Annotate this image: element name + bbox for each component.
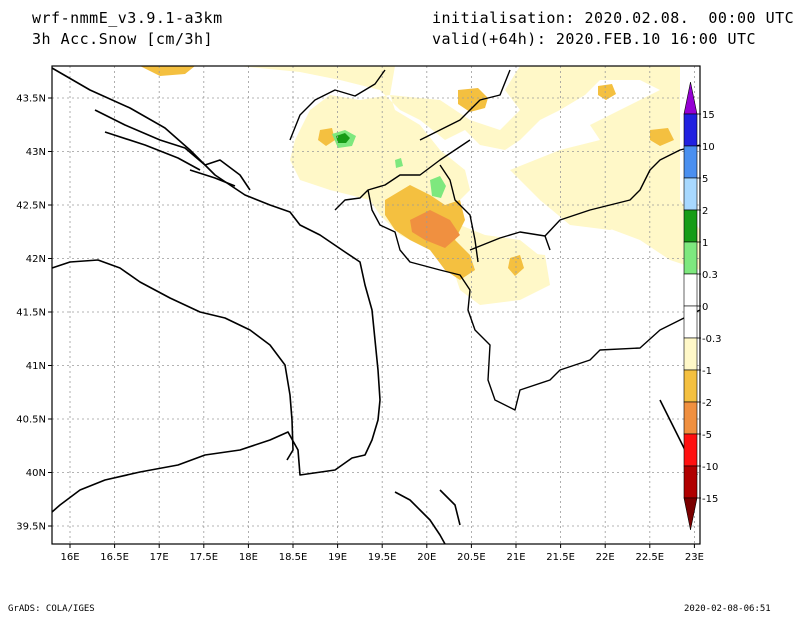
- lon-label: 23E: [685, 552, 704, 563]
- lat-label: 39.5N: [16, 522, 46, 533]
- colorbar-label: -15: [702, 494, 718, 505]
- lon-label: 18E: [239, 552, 258, 563]
- lon-label: 17E: [150, 552, 169, 563]
- lat-label: 41N: [26, 361, 46, 372]
- init-time: initialisation: 2020.02.08. 00:00 UTC: [432, 9, 795, 27]
- latitude-labels: 43.5N 43N 42.5N 42N 41.5N 41N 40.5N 40N 39.5N: [16, 94, 52, 533]
- longitude-labels: 16E 16.5E 17E 17.5E 18E 18.5E 19E 19.5E 20E 20.5E…: [60, 544, 704, 563]
- lat-label: 43.5N: [16, 94, 46, 105]
- map-frame: [51, 65, 701, 545]
- coastlines: [51, 67, 698, 545]
- colorbar-label: 0: [702, 302, 708, 313]
- colorbar-segment: [683, 465, 698, 499]
- colorbar-segment: [683, 241, 698, 275]
- lon-label: 22.5E: [636, 552, 665, 563]
- colorbar-segment: [683, 113, 698, 147]
- lon-label: 20.5E: [457, 552, 486, 563]
- lon-label: 21E: [506, 552, 525, 563]
- field-name: 3h Acc.Snow [cm/3h]: [32, 30, 214, 48]
- colorbar-segment: [683, 145, 698, 179]
- colorbar-segment: [683, 273, 698, 307]
- colorbar-label: -2: [702, 398, 712, 409]
- lon-label: 19.5E: [368, 552, 397, 563]
- lat-label: 43N: [26, 147, 46, 158]
- footer-right: 2020-02-08-06:51: [684, 604, 771, 614]
- lon-label: 21.5E: [546, 552, 575, 563]
- lat-label: 40.5N: [16, 415, 46, 426]
- lon-label: 16.5E: [100, 552, 129, 563]
- colorbar-label: 0.3: [702, 270, 718, 281]
- colorbar-label: 2: [702, 206, 708, 217]
- colorbar-label: 5: [702, 174, 708, 185]
- lat-label: 41.5N: [16, 308, 46, 319]
- colorbar-label: 10: [702, 142, 715, 153]
- colorbar-label: -5: [702, 430, 712, 441]
- colorbar-segment: [683, 177, 698, 211]
- lon-label: 17.5E: [190, 552, 219, 563]
- snow-shading: [140, 66, 700, 305]
- colorbar-bottom-arrow: [683, 497, 698, 531]
- colorbar-label: 1: [702, 238, 708, 249]
- graticule: [52, 66, 700, 544]
- colorbar: 15 10 5 2 1 0.3 0 -0.3 -1 -2 -5 -10 -15: [683, 81, 722, 531]
- colorbar-segment: [683, 305, 698, 339]
- lat-label: 40N: [26, 468, 46, 479]
- lat-label: 42N: [26, 254, 46, 265]
- lat-label: 42.5N: [16, 201, 46, 212]
- lon-label: 19E: [328, 552, 347, 563]
- colorbar-label: -1: [702, 366, 712, 377]
- colorbar-segment: [683, 209, 698, 243]
- valid-time: valid(+64h): 2020.FEB.10 16:00 UTC: [432, 30, 757, 48]
- colorbar-label: -0.3: [702, 334, 722, 345]
- model-name: wrf-nmmE_v3.9.1-a3km: [32, 9, 223, 27]
- colorbar-segment: [683, 369, 698, 403]
- country-borders: [289, 69, 701, 411]
- colorbar-segment: [683, 433, 698, 467]
- footer-left: GrADS: COLA/IGES: [8, 604, 95, 614]
- lon-label: 16E: [60, 552, 79, 563]
- colorbar-segment: [683, 401, 698, 435]
- colorbar-label: 15: [702, 110, 715, 121]
- colorbar-label: -10: [702, 462, 718, 473]
- lon-label: 20E: [417, 552, 436, 563]
- colorbar-segment: [683, 337, 698, 371]
- lon-label: 22E: [596, 552, 615, 563]
- lon-label: 18.5E: [279, 552, 308, 563]
